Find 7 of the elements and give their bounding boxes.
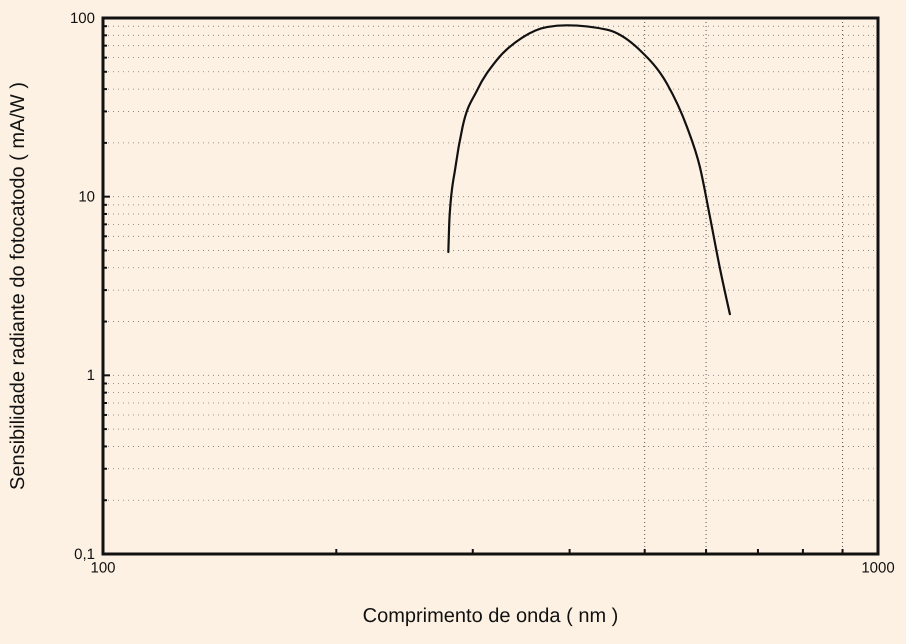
y-tick-label: 100 — [70, 10, 95, 27]
y-tick-label: 10 — [78, 188, 95, 206]
y-axis-title: Sensibilidade radiante do fotocatodo ( mA/W ) — [7, 82, 29, 490]
x-tick-label: 1000 — [861, 560, 895, 577]
y-tick-label: 0,1 — [74, 546, 95, 563]
x-axis-title: Comprimento de onda ( nm ) — [362, 605, 618, 627]
y-tick-label: 1 — [86, 367, 95, 384]
